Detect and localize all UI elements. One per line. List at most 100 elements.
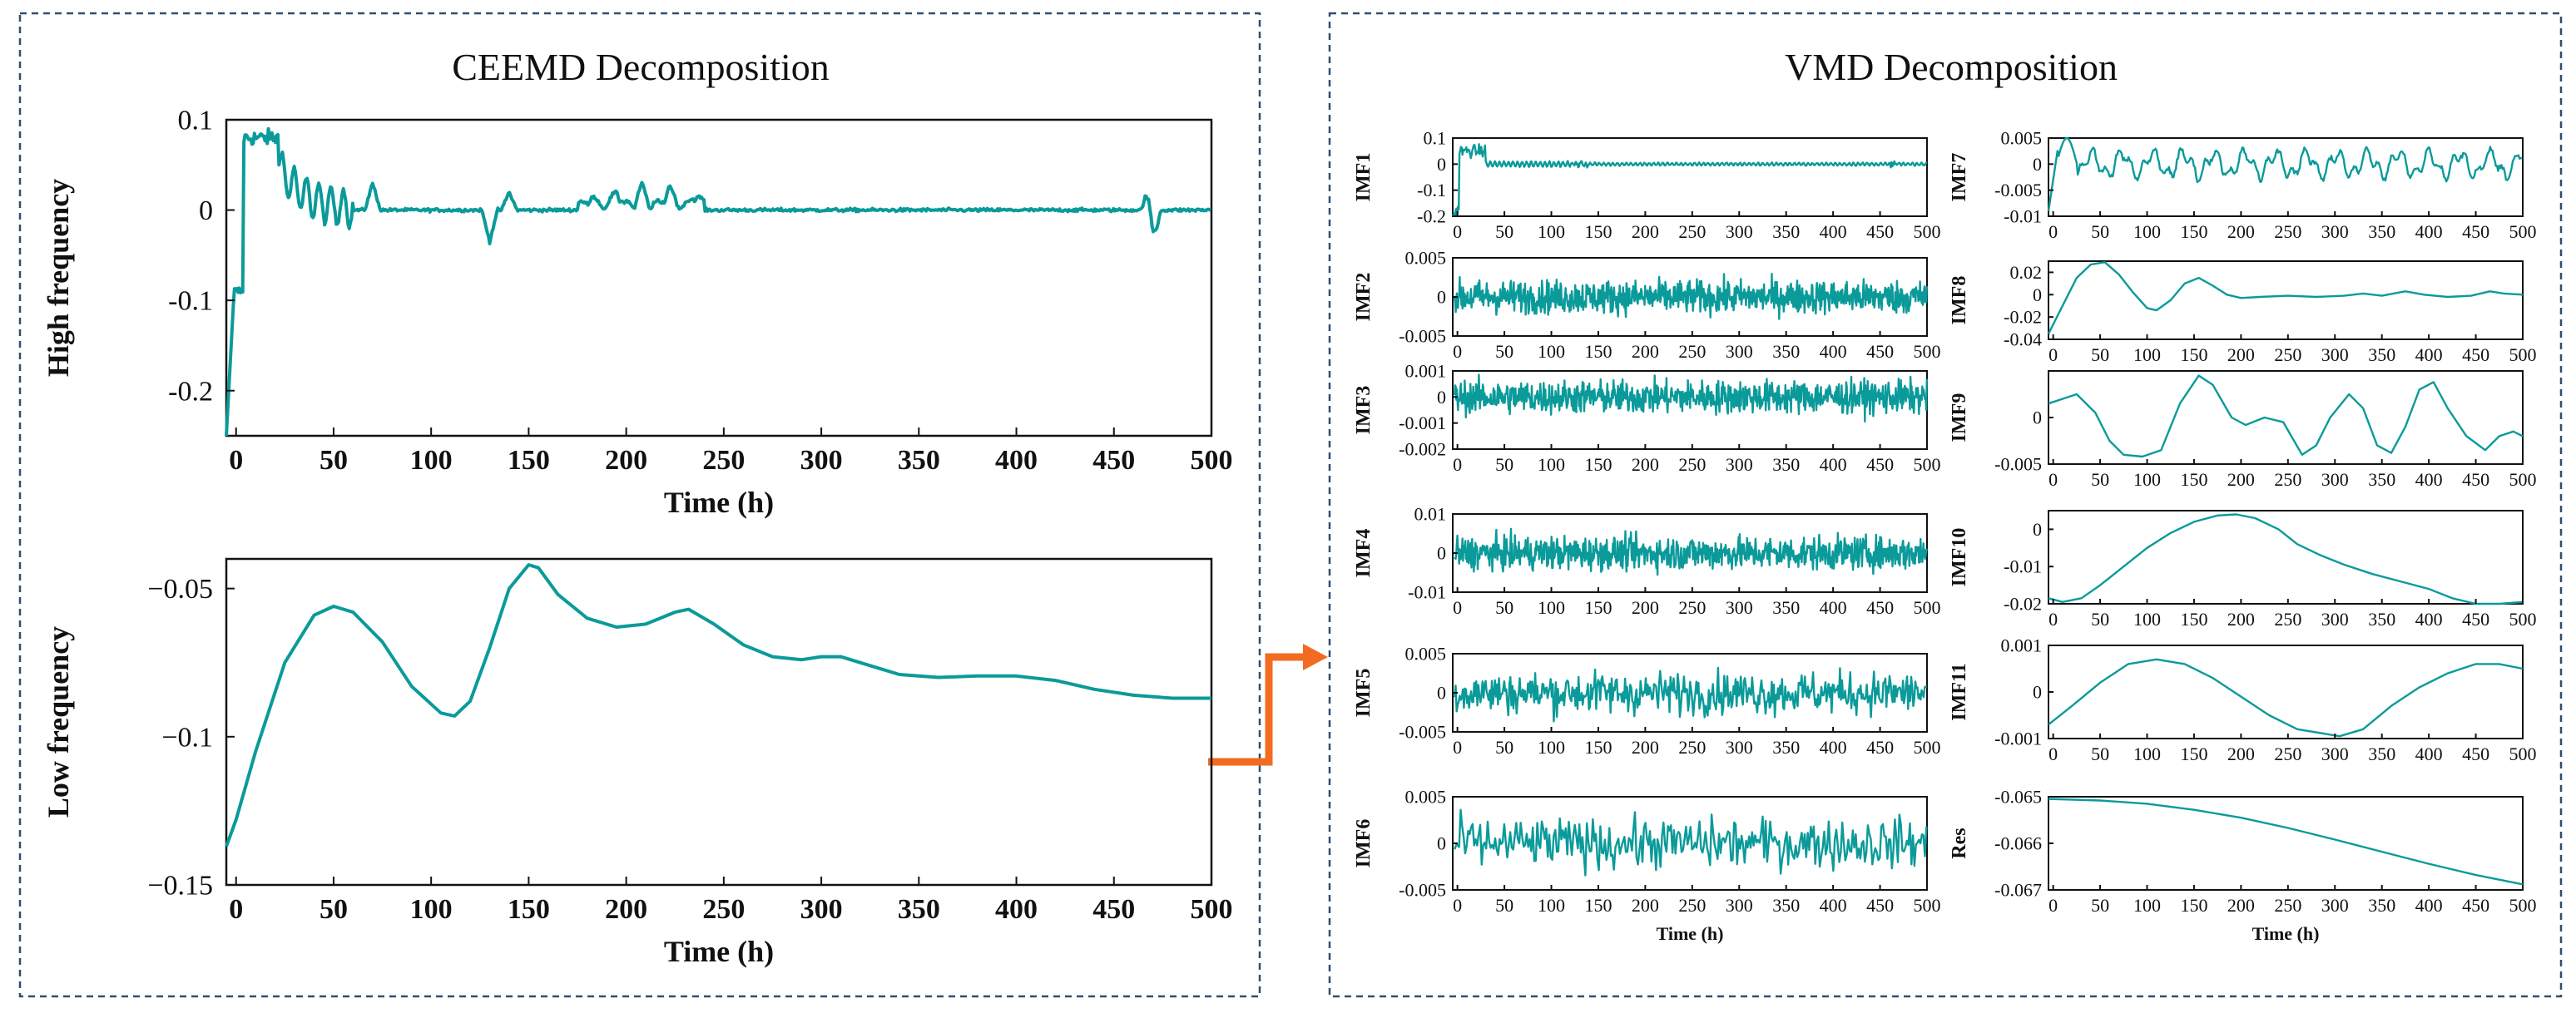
imf6-xtick-label: 250 — [1678, 895, 1706, 916]
imf4-xtick-label: 200 — [1632, 597, 1659, 618]
imf7-xtick-label: 200 — [2227, 221, 2255, 242]
imf11-xtick-label: 400 — [2415, 744, 2443, 764]
imf7-ytick-label: -0.01 — [2004, 205, 2042, 226]
ceemd-low-ytick-label: −0.1 — [161, 722, 213, 753]
imf7-plot-frame — [2048, 137, 2524, 217]
ceemd-low-ytick-label: −0.15 — [147, 871, 213, 902]
imf10-ytick-label: 0 — [2033, 519, 2042, 540]
imf2-ytick-label: 0.005 — [1405, 247, 1447, 268]
imf8-ytick-label: -0.04 — [2004, 329, 2042, 349]
connector-arrow — [1208, 644, 1328, 766]
ceemd-high-series-line — [225, 126, 1211, 437]
imf10-ylabel: IMF10 — [1949, 528, 1970, 587]
imf8-ytick-label: 0 — [2033, 284, 2042, 305]
imf5-xtick-label: 150 — [1584, 737, 1612, 758]
imf3-xtick-label: 0 — [1453, 454, 1462, 475]
imf11-xtick-label: 350 — [2368, 744, 2395, 764]
imf4-xtick-label: 150 — [1584, 597, 1612, 618]
imf10-xtick-label: 400 — [2415, 609, 2443, 630]
imf2-xtick-label: 200 — [1632, 341, 1659, 362]
imf3-xtick-label: 300 — [1726, 454, 1753, 475]
ceemd-high-ytick-label: -0.2 — [168, 376, 213, 407]
imf5-xtick-label: 200 — [1632, 737, 1659, 758]
res-ytick-label: -0.066 — [1994, 833, 2042, 853]
imf3-xtick-label: 250 — [1678, 454, 1706, 475]
imf10-plot-frame — [2048, 510, 2524, 605]
res-ytick-label: -0.067 — [1994, 879, 2042, 900]
ceemd-high-xtick-label: 0 — [229, 445, 243, 476]
imf6-xtick-label: 0 — [1453, 895, 1462, 916]
imf9-xtick-label: 450 — [2462, 469, 2489, 490]
imf7-ylabel: IMF7 — [1949, 153, 1970, 202]
imf6-ytick-label: -0.005 — [1399, 879, 1446, 900]
imf1-xtick-label: 250 — [1678, 221, 1706, 242]
chart-imf4: 0 50 100 150 200 250 300 350 400 450 500 0.01 0 -0.01… — [1353, 503, 1941, 618]
imf8-ytick-label: 0.02 — [2010, 262, 2043, 283]
imf7-ytick-label: 0.005 — [2001, 127, 2043, 148]
imf1-xtick-label: 350 — [1772, 221, 1800, 242]
imf6-ytick-label: 0 — [1437, 833, 1446, 853]
imf5-ytick-label: 0 — [1437, 682, 1446, 703]
imf2-xtick-label: 350 — [1772, 341, 1800, 362]
imf9-xtick-label: 350 — [2368, 469, 2395, 490]
res-ylabel: Res — [1949, 828, 1970, 858]
ceemd-high-xtick-label: 500 — [1191, 445, 1233, 476]
imf4-xtick-label: 400 — [1820, 597, 1847, 618]
imf1-ytick-label: -0.1 — [1417, 180, 1446, 200]
imf10-ytick-label: -0.01 — [2004, 556, 2042, 577]
ceemd-high-xtick-label: 200 — [605, 445, 647, 476]
imf4-xtick-label: 300 — [1726, 597, 1753, 618]
imf3-xtick-label: 350 — [1772, 454, 1800, 475]
imf8-plot-frame — [2048, 260, 2524, 340]
imf8-ylabel: IMF8 — [1949, 276, 1970, 325]
imf7-xtick-label: 0 — [2048, 221, 2058, 242]
imf6-xtick-label: 500 — [1914, 895, 1941, 916]
imf2-xtick-label: 400 — [1820, 341, 1847, 362]
imf10-xtick-label: 350 — [2368, 609, 2395, 630]
imf6-xtick-label: 50 — [1495, 895, 1513, 916]
imf1-xtick-label: 200 — [1632, 221, 1659, 242]
imf8-xtick-label: 250 — [2274, 344, 2301, 365]
chart-imf8: 0 50 100 150 200 250 300 350 400 450 5000.020-0.02… — [1949, 260, 2537, 365]
imf5-xtick-label: 500 — [1914, 737, 1941, 758]
imf6-xlabel: Time (h) — [1657, 923, 1724, 944]
imf8-xtick-label: 50 — [2091, 344, 2109, 365]
imf8-ytick-label: -0.02 — [2004, 307, 2042, 328]
ceemd-low-xtick-label: 200 — [605, 894, 647, 925]
imf3-ytick-label: 0 — [1437, 387, 1446, 408]
imf11-xtick-label: 250 — [2274, 744, 2301, 764]
imf2-xtick-label: 250 — [1678, 341, 1706, 362]
chart-imf1: 0 50 100 150 200 250 300 350 400 450 500 0.1 0 -0.1 -0… — [1353, 127, 1941, 242]
imf10-xtick-label: 250 — [2274, 609, 2301, 630]
imf7-ytick-label: 0 — [2033, 154, 2042, 175]
imf4-xtick-label: 500 — [1914, 597, 1941, 618]
imf11-xtick-label: 450 — [2462, 744, 2489, 764]
ceemd-high-ytick-label: 0.1 — [178, 106, 214, 136]
imf4-ytick-label: 0.01 — [1414, 503, 1447, 524]
ceemd-high-xtick-label: 450 — [1092, 445, 1135, 476]
chart-imf6: 0 50 100 150 200 250 300 350 400 450 500 0.005 0 -0.0… — [1353, 786, 1941, 944]
chart-imf10: 0 50 100 150 200 250 300 350 400 450 500 0 -0.01 -0.0… — [1949, 510, 2537, 630]
imf1-ytick-label: -0.2 — [1417, 205, 1446, 226]
res-xtick-label: 200 — [2227, 895, 2255, 916]
imf6-series-line — [1454, 808, 1928, 877]
imf4-xtick-label: 50 — [1495, 597, 1513, 618]
imf10-xtick-label: 200 — [2227, 609, 2255, 630]
ceemd-high-xtick-label: 350 — [898, 445, 940, 476]
imf9-xtick-label: 500 — [2509, 469, 2537, 490]
imf11-ytick-label: 0 — [2033, 681, 2042, 702]
imf1-ytick-label: 0 — [1437, 154, 1446, 175]
imf1-xtick-label: 0 — [1453, 221, 1462, 242]
imf3-ylabel: IMF3 — [1353, 386, 1375, 435]
imf10-ytick-label: -0.02 — [2004, 593, 2042, 614]
imf2-xtick-label: 300 — [1726, 341, 1753, 362]
res-xtick-label: 300 — [2321, 895, 2349, 916]
imf3-xtick-label: 150 — [1584, 454, 1612, 475]
imf5-ytick-label: 0.005 — [1405, 643, 1447, 664]
imf2-ytick-label: 0 — [1437, 286, 1446, 307]
chart-imf7: 0 50 100 150 200 250 300 350 400 450 500 0.005 0 -0.0… — [1949, 127, 2537, 242]
imf3-xtick-label: 500 — [1914, 454, 1941, 475]
ceemd-low-series-line — [225, 563, 1211, 847]
imf7-xtick-label: 500 — [2509, 221, 2537, 242]
res-plot-frame — [2048, 796, 2524, 891]
